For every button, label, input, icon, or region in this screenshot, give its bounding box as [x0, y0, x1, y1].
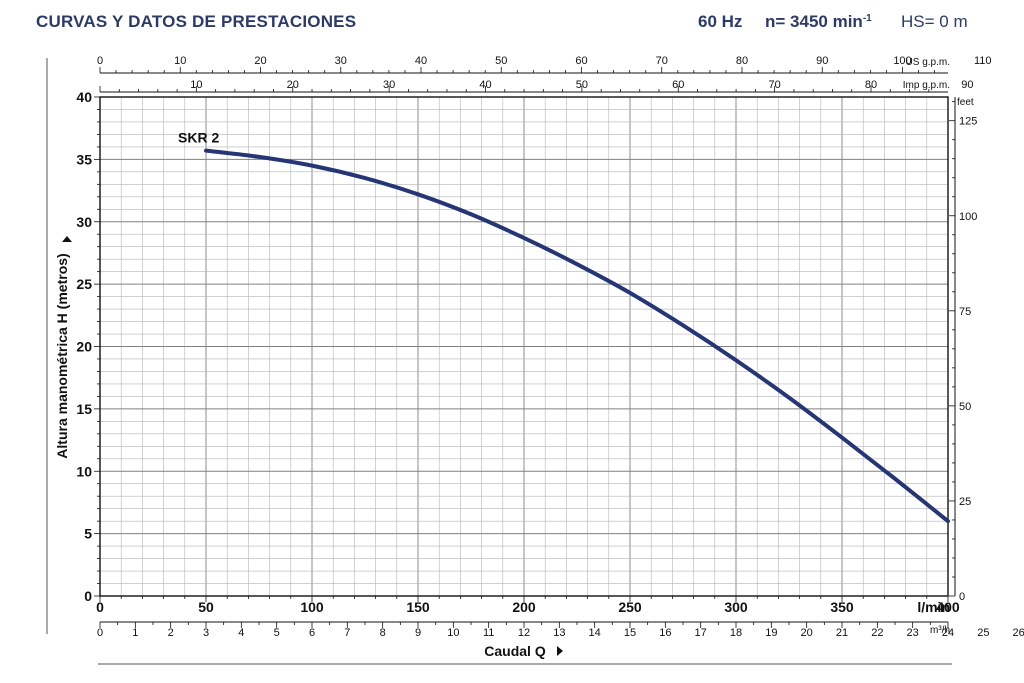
x-tick-label: 100 — [300, 599, 324, 615]
suction-head-label: HS= 0 m — [901, 12, 968, 31]
x-tick-label: 400 — [936, 599, 960, 615]
y-tick-label: 35 — [76, 151, 92, 167]
impgpm-tick-label: 30 — [383, 79, 395, 91]
m3h-tick-label: 16 — [659, 627, 671, 639]
m3h-tick-label: 6 — [309, 627, 315, 639]
m3h-tick-label: 10 — [447, 627, 459, 639]
feet-tick-label: 0 — [959, 591, 965, 603]
m3h-tick-label: 3 — [203, 627, 209, 639]
impgpm-tick-label: 80 — [865, 79, 877, 91]
impgpm-tick-label: 50 — [576, 79, 588, 91]
usgpm-tick-label: 100 — [893, 55, 911, 67]
m3h-tick-label: 15 — [624, 627, 636, 639]
m3h-tick-label: 14 — [589, 627, 601, 639]
usgpm-unit-label: US g.p.m. — [906, 57, 950, 68]
m3h-tick-label: 20 — [801, 627, 813, 639]
y-tick-label: 25 — [76, 276, 92, 292]
y-tick-label: 0 — [84, 588, 92, 604]
x-tick-label: 350 — [830, 599, 854, 615]
feet-tick-label: 25 — [959, 496, 971, 508]
y-tick-label: 15 — [76, 401, 92, 417]
impgpm-tick-label: 10 — [190, 79, 202, 91]
m3h-tick-label: 1 — [132, 627, 138, 639]
impgpm-tick-label: 90 — [961, 79, 973, 91]
m3h-tick-label: 25 — [977, 627, 989, 639]
x-tick-label: 0 — [96, 599, 104, 615]
usgpm-tick-label: 30 — [335, 55, 347, 67]
feet-tick-label: 100 — [959, 211, 977, 223]
y-axis-arrow-icon — [62, 236, 72, 242]
speed-value: n= 3450 min — [765, 12, 863, 31]
y-axis-title: Altura manométrica H (metros) — [54, 253, 70, 458]
usgpm-tick-label: 110 — [974, 55, 992, 67]
y-tick-label: 5 — [84, 526, 92, 542]
x-tick-label: 150 — [406, 599, 430, 615]
curves: SKR 2 — [178, 130, 950, 524]
x-tick-label: 50 — [198, 599, 214, 615]
m3h-tick-label: 12 — [518, 627, 530, 639]
m3h-tick-label: 4 — [238, 627, 244, 639]
m3h-tick-label: 23 — [907, 627, 919, 639]
feet-tick-label: 75 — [959, 306, 971, 318]
chart-title: CURVAS Y DATOS DE PRESTACIONES — [36, 12, 357, 31]
m3h-tick-label: 19 — [765, 627, 777, 639]
impgpm-tick-label: 70 — [769, 79, 781, 91]
bottom-axes: 0 1 2 3 4 5 6 7 8 9 10 11 12 13 14 15 16 17 18 19 20 21 22 23 24… — [97, 621, 1024, 659]
m3h-tick-label: 2 — [168, 627, 174, 639]
m3h-tick-label: 22 — [871, 627, 883, 639]
usgpm-tick-label: 0 — [97, 55, 103, 67]
x-tick-label: 250 — [618, 599, 642, 615]
m3h-tick-label: 11 — [483, 627, 494, 639]
axis-titles: Altura manométrica H (metros) — [54, 236, 72, 459]
usgpm-tick-label: 90 — [816, 55, 828, 67]
y-tick-label: 10 — [76, 463, 92, 479]
x-tick-label: 300 — [724, 599, 748, 615]
m3h-unit-label: m³/h — [930, 625, 950, 636]
m3h-tick-label: 26 — [1013, 627, 1024, 639]
usgpm-tick-label: 70 — [656, 55, 668, 67]
x-tick-label: 200 — [512, 599, 536, 615]
y-tick-label: 40 — [76, 89, 92, 105]
m3h-tick-label: 9 — [415, 627, 421, 639]
impgpm-tick-label: 60 — [672, 79, 684, 91]
frequency-label: 60 Hz — [698, 12, 743, 31]
grid — [100, 97, 948, 596]
usgpm-tick-label: 60 — [575, 55, 587, 67]
x-axis-title: Caudal Q — [484, 643, 546, 659]
x-axis-arrow-icon — [557, 646, 563, 656]
usgpm-tick-label: 40 — [415, 55, 427, 67]
usgpm-tick-label: 10 — [174, 55, 186, 67]
usgpm-tick-label: 80 — [736, 55, 748, 67]
m3h-tick-label: 13 — [553, 627, 565, 639]
impgpm-tick-label: 20 — [287, 79, 299, 91]
m3h-tick-label: 18 — [730, 627, 742, 639]
m3h-tick-label: 0 — [97, 627, 103, 639]
m3h-tick-label: 8 — [380, 627, 386, 639]
usgpm-tick-label: 50 — [495, 55, 507, 67]
y-tick-label: 30 — [76, 214, 92, 230]
m3h-tick-label: 21 — [836, 627, 848, 639]
feet-unit-label: feet — [957, 97, 974, 108]
top-axes: 0 10 20 30 40 50 60 70 80 90 100 110 US g.p.m. 10 20 30… — [97, 55, 992, 93]
feet-tick-label: 125 — [959, 116, 977, 128]
impgpm-tick-label: 40 — [479, 79, 491, 91]
m3h-tick-label: 7 — [344, 627, 350, 639]
speed-label: n= 3450 min-1 — [765, 12, 872, 32]
m3h-tick-label: 24 — [942, 627, 954, 639]
series-label: SKR 2 — [178, 130, 219, 146]
feet-tick-label: 50 — [959, 401, 971, 413]
series-line — [204, 148, 950, 524]
usgpm-tick-label: 20 — [254, 55, 266, 67]
speed-exponent: -1 — [862, 13, 872, 24]
impgpm-unit-label: Imp g.p.m. — [903, 80, 950, 91]
right-axis: 0 25 50 75 100 125 feet — [949, 97, 977, 603]
y-tick-label: 20 — [76, 339, 92, 355]
m3h-tick-label: 5 — [274, 627, 280, 639]
m3h-tick-label: 17 — [695, 627, 707, 639]
x-unit-label: l/min — [917, 599, 950, 615]
